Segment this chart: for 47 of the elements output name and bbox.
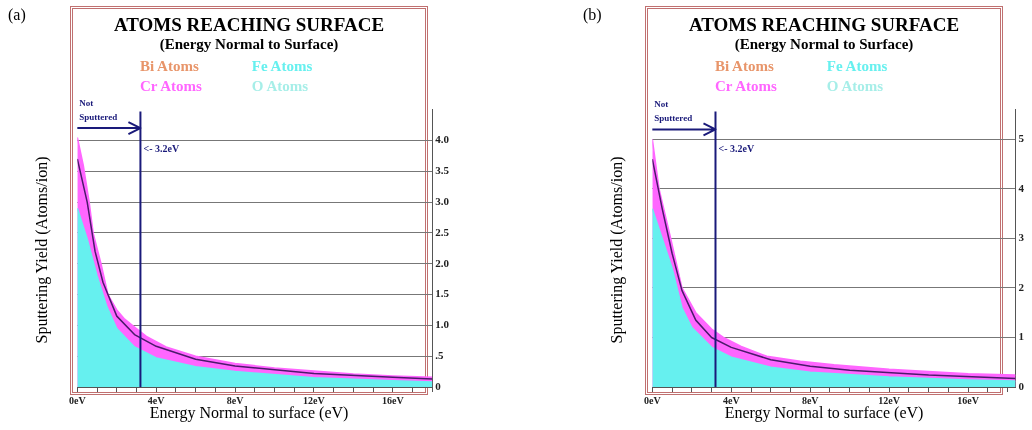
y-tick-label: 2: [1018, 280, 1025, 293]
text: Fe Atoms: [826, 58, 888, 76]
y-axis-title: Sputtering Yield (Atoms/ion): [608, 156, 626, 344]
x-axis-title: Energy Normal to surface (eV): [723, 404, 925, 422]
legend-label: Bi Atoms: [140, 58, 200, 76]
x-tick-label: 16eV: [957, 394, 980, 406]
text: (a): [8, 6, 26, 24]
y-tick-label: 3.0: [435, 194, 450, 207]
legend-label: O Atoms: [826, 78, 885, 96]
y-tick-label: 3: [1018, 231, 1025, 244]
chart-title: ATOMS REACHING SURFACE: [687, 14, 961, 36]
annotation: Not Sputtered: [79, 98, 118, 123]
y-tick-label: 0: [435, 379, 442, 392]
chart-subtitle: (Energy Normal to Surface): [158, 36, 340, 53]
x-tick-label: 12eV: [878, 394, 901, 406]
y-tick-label: 1: [1018, 330, 1024, 343]
x-axis-title: Energy Normal to surface (eV): [148, 404, 350, 422]
chart-title: ATOMS REACHING SURFACE: [112, 14, 386, 36]
annotation: Not Sputtered: [654, 99, 693, 124]
x-tick-label: 12eV: [303, 394, 326, 406]
x-tick-label: 16eV: [381, 394, 405, 406]
ref-line-label: <- 3.2eV: [718, 143, 755, 155]
y-tick-label: 2.0: [435, 256, 450, 269]
ref-line-label: <- 3.2eV: [143, 143, 180, 155]
text: Fe Atoms: [251, 58, 313, 76]
text: Cr Atoms: [715, 78, 777, 96]
legend-label: Bi Atoms: [715, 58, 775, 76]
y-tick-label: 5: [1018, 132, 1025, 145]
y-tick-label: 1.5: [435, 287, 450, 300]
legend-label: O Atoms: [251, 78, 310, 96]
y-tick-label: .5: [435, 349, 444, 362]
y-tick-label: 3.5: [435, 164, 450, 177]
text: Cr Atoms: [140, 78, 202, 96]
y-axis-title: Sputtering Yield (Atoms/ion): [33, 156, 51, 344]
y-tick-label: 0: [1018, 379, 1025, 392]
text: (b): [583, 6, 602, 24]
y-tick-label: 1.0: [435, 318, 450, 331]
x-tick-label: 0eV: [643, 394, 662, 406]
y-tick-label: 2.5: [435, 225, 450, 238]
y-tick-label: 4: [1018, 181, 1025, 194]
x-tick-label: 8eV: [226, 394, 245, 406]
x-tick-label: 4eV: [147, 394, 166, 406]
chart-subtitle: (Energy Normal to Surface): [733, 36, 915, 53]
x-tick-label: 4eV: [722, 394, 741, 406]
x-tick-label: 0eV: [68, 394, 87, 406]
x-tick-label: 8eV: [801, 394, 820, 406]
y-tick-label: 4.0: [435, 133, 450, 146]
